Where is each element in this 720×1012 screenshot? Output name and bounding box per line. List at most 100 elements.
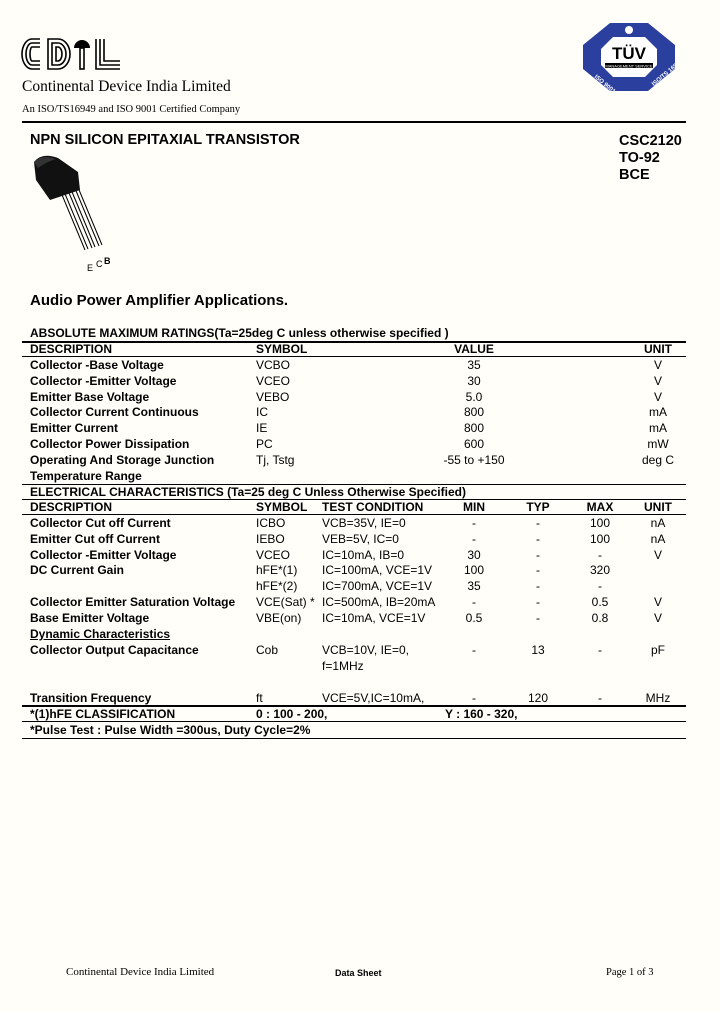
- classification-o: 0 : 100 - 200,: [256, 707, 328, 721]
- cell-max: 320: [589, 563, 611, 578]
- svg-text:TÜV: TÜV: [612, 44, 647, 63]
- table-row: Emitter Base Voltage VEBO 5.0 V: [0, 389, 720, 405]
- cell-typ: 13: [531, 643, 545, 657]
- cell-description: Operating And Storage Junction: [30, 452, 215, 467]
- col-symbol: SYMBOL: [256, 500, 308, 514]
- cell-max: 100: [589, 516, 611, 530]
- cell-unit: nA: [650, 516, 666, 530]
- cell-test-condition: VCB=10V, IE=0,: [322, 643, 409, 657]
- table-row: Collector Output Capacitance Cob VCB=10V, …: [0, 642, 720, 658]
- company-name: Continental Device India Limited: [22, 78, 231, 95]
- table-row: f=1MHz: [0, 658, 720, 674]
- footer-page: Page 1 of 3: [606, 967, 654, 978]
- table-row: Collector Power Dissipation PC 600 mW: [0, 436, 720, 452]
- divider: [22, 484, 686, 485]
- col-symbol: SYMBOL: [256, 342, 308, 356]
- cell-description: Collector Output Capacitance: [30, 643, 199, 657]
- cell-unit: pF: [650, 643, 666, 657]
- cell-unit: V: [653, 547, 663, 562]
- cell-description: Collector Current Continuous: [30, 405, 199, 420]
- cell-symbol: IE: [256, 421, 268, 436]
- cell-symbol: VCEO: [256, 547, 291, 562]
- col-unit: UNIT: [644, 500, 672, 514]
- cell-symbol: Tj, Tstg: [256, 452, 295, 467]
- table-row: Collector -Emitter Voltage VCEO IC=10mA, I…: [0, 547, 720, 563]
- cell-test-condition: IC=10mA, VCE=1V: [322, 610, 426, 625]
- table-row: Collector Current Continuous IC 800 mA: [0, 404, 720, 420]
- cell-max: 100: [589, 531, 611, 546]
- cell-unit: deg C: [641, 452, 675, 467]
- cell-value: 600: [463, 437, 485, 451]
- cell-max: -: [598, 691, 602, 705]
- cell-test-condition: IC=500mA, IB=20mA: [322, 595, 436, 609]
- cell-max: -: [598, 547, 602, 562]
- table-row: hFE*(2) IC=700mA, VCE=1V 35 - -: [0, 578, 720, 594]
- classification-label: *(1)hFE CLASSIFICATION: [30, 707, 176, 721]
- table-row: Base Emitter Voltage VBE(on) IC=10mA, VCE=…: [0, 610, 720, 626]
- cell-test-condition: f=1MHz: [322, 659, 364, 673]
- cell-symbol: hFE*(2): [256, 579, 298, 594]
- package-type: TO-92: [619, 150, 660, 166]
- cell-unit: V: [653, 595, 663, 609]
- abs-max-heading: ABSOLUTE MAXIMUM RATINGS(Ta=25deg C unle…: [30, 326, 449, 340]
- col-min: MIN: [463, 500, 485, 514]
- cell-description: Collector Emitter Saturation Voltage: [30, 595, 236, 609]
- cell-symbol: IEBO: [256, 531, 285, 546]
- pin-label-e: E: [87, 263, 94, 273]
- cell-value: 800: [463, 421, 485, 436]
- pinout: BCE: [619, 167, 650, 183]
- cell-typ: -: [536, 531, 540, 546]
- pulse-note-text: *Pulse Test : Pulse Width =300us, Duty C…: [30, 723, 311, 737]
- cell-min: -: [472, 516, 476, 530]
- electrical-header-row: DESCRIPTION SYMBOL TEST CONDITION MIN TY…: [0, 499, 720, 515]
- col-max: MAX: [586, 500, 614, 514]
- cell-symbol: Cob: [256, 643, 279, 657]
- col-typ: TYP: [526, 500, 550, 514]
- cell-typ: -: [536, 610, 540, 625]
- cell-symbol: VCBO: [256, 358, 291, 372]
- svg-text:MANAGEMENT SERVICE: MANAGEMENT SERVICE: [605, 63, 653, 68]
- divider: [22, 341, 686, 343]
- certification-text: An ISO/TS16949 and ISO 9001 Certified Co…: [22, 104, 241, 115]
- cell-unit: nA: [650, 531, 666, 546]
- part-number: CSC2120: [619, 133, 682, 149]
- cell-test-condition: VCE=5V,IC=10mA,: [322, 691, 425, 705]
- cell-typ: -: [536, 595, 540, 609]
- cell-max: 0.8: [591, 610, 609, 625]
- cell-value: -55 to +150: [443, 452, 505, 467]
- abs-max-header-row: DESCRIPTION SYMBOL VALUE UNIT: [0, 341, 720, 357]
- cell-unit: V: [653, 358, 663, 372]
- cell-value: 800: [463, 405, 485, 420]
- cell-min: 35: [467, 579, 481, 594]
- cell-value: 35: [467, 358, 481, 372]
- product-title: NPN SILICON EPITAXIAL TRANSISTOR: [30, 132, 300, 148]
- col-value: VALUE: [454, 342, 494, 356]
- cell-test-condition: VCB=35V, IE=0: [322, 516, 406, 530]
- electrical-heading: ELECTRICAL CHARACTERISTICS (Ta=25 deg C …: [30, 485, 466, 499]
- cell-min: -: [472, 643, 476, 657]
- table-row: Transition Frequency ft VCE=5V,IC=10mA, - 12…: [0, 690, 720, 706]
- hfe-classification-row: *(1)hFE CLASSIFICATION 0 : 100 - 200, Y …: [0, 706, 720, 722]
- cell-description: Emitter Base Voltage: [30, 389, 150, 404]
- transistor-image: [30, 150, 120, 265]
- col-description: DESCRIPTION: [30, 500, 113, 514]
- table-row: Collector Emitter Saturation Voltage VCE(…: [0, 594, 720, 610]
- cell-description: Base Emitter Voltage: [30, 610, 150, 625]
- divider: [22, 514, 686, 515]
- header-divider: [22, 121, 686, 123]
- cdil-logo: [20, 36, 122, 77]
- table-row: Emitter Current IE 800 mA: [0, 420, 720, 436]
- cell-test-condition: IC=100mA, VCE=1V: [322, 563, 433, 578]
- cell-min: -: [472, 595, 476, 609]
- cell-description: Temperature Range: [30, 468, 142, 483]
- divider: [22, 738, 686, 739]
- cell-description: Collector -Emitter Voltage: [30, 373, 177, 388]
- cell-max: -: [598, 579, 602, 594]
- cell-value: 5.0: [465, 389, 483, 404]
- table-row: Collector -Base Voltage VCBO 35 V: [0, 357, 720, 373]
- cell-unit: V: [653, 389, 663, 404]
- cell-symbol: IC: [256, 405, 268, 420]
- cell-symbol: hFE*(1): [256, 563, 298, 578]
- table-row: Operating And Storage Junction Tj, Tstg -5…: [0, 452, 720, 468]
- pin-label-c: C: [96, 259, 103, 269]
